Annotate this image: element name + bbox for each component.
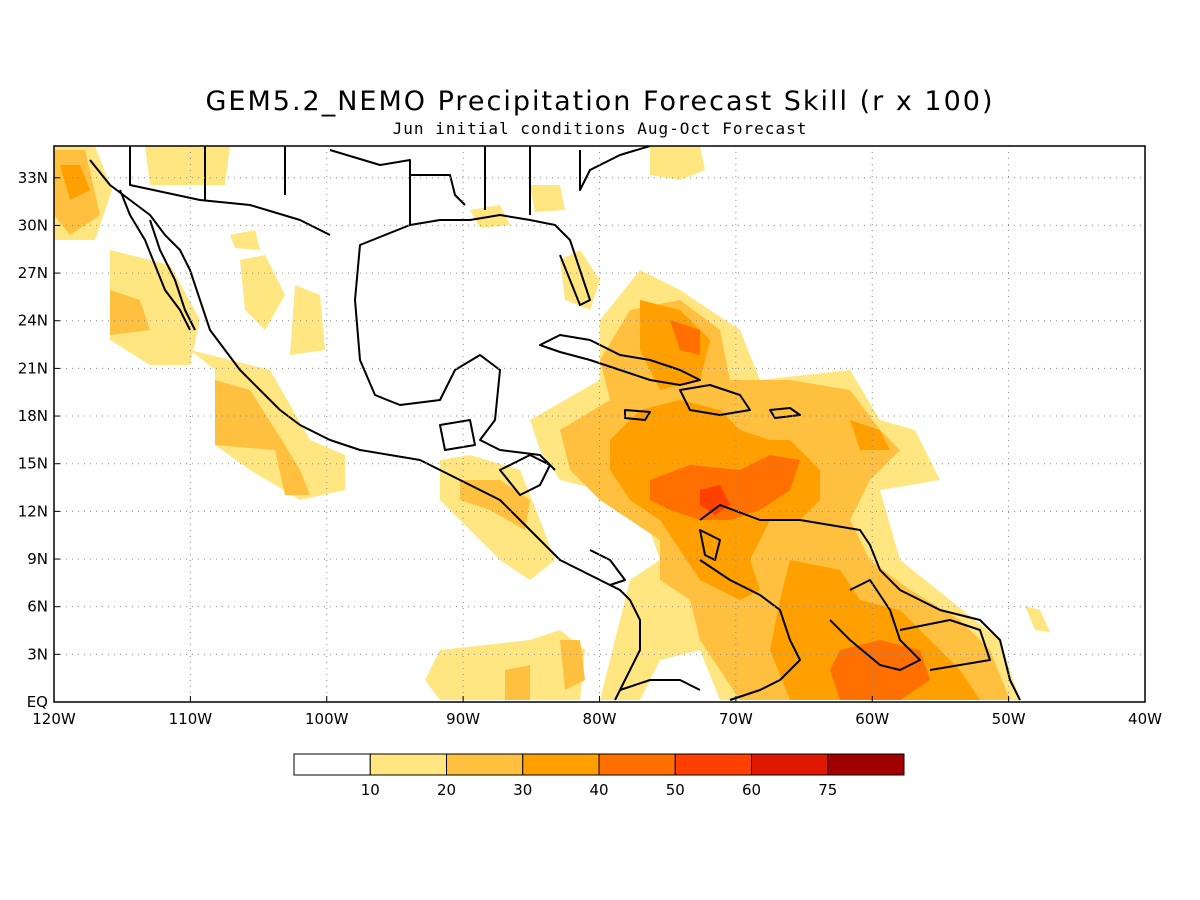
y-tick-label: 9N bbox=[27, 550, 48, 568]
y-tick-label: 30N bbox=[18, 216, 48, 234]
legend-label: 60 bbox=[742, 781, 761, 799]
x-tick-label: 100W bbox=[305, 710, 349, 728]
legend-label: 50 bbox=[666, 781, 685, 799]
legend-swatch bbox=[598, 753, 676, 776]
legend-swatch bbox=[293, 753, 371, 776]
x-tick-label: 60W bbox=[855, 710, 889, 728]
y-tick-label: 6N bbox=[27, 598, 48, 616]
x-tick-label: 120W bbox=[32, 710, 76, 728]
x-tick-label: 70W bbox=[719, 710, 753, 728]
y-tick-label: 27N bbox=[18, 264, 48, 282]
x-tick-label: 90W bbox=[446, 710, 480, 728]
y-tick-label: 21N bbox=[18, 359, 48, 377]
legend-label: 40 bbox=[589, 781, 608, 799]
x-axis: 120W 110W 100W 90W 80W 70W 60W 50W 40W bbox=[32, 696, 1162, 728]
y-tick-label: 18N bbox=[18, 407, 48, 425]
skill-shading bbox=[54, 146, 1050, 700]
legend-swatch bbox=[751, 753, 829, 776]
y-tick-label: 15N bbox=[18, 455, 48, 473]
y-axis: EQ 3N 6N 9N 12N 15N 18N 21N 24N 27N 30N 33N bbox=[18, 169, 60, 711]
coastlines bbox=[89, 146, 1021, 701]
x-tick-label: 80W bbox=[583, 710, 617, 728]
skill-band-50-60 bbox=[700, 485, 730, 515]
legend-swatch bbox=[827, 753, 905, 776]
y-tick-label: EQ bbox=[27, 693, 48, 711]
y-tick-label: 33N bbox=[18, 169, 48, 187]
color-bar-legend: 10 20 30 40 50 60 75 bbox=[293, 753, 905, 799]
y-tick-label: 24N bbox=[18, 312, 48, 330]
legend-swatch bbox=[369, 753, 447, 776]
skill-band-40-50 bbox=[650, 320, 930, 700]
y-tick-label: 12N bbox=[18, 502, 48, 520]
legend-label: 30 bbox=[513, 781, 532, 799]
legend-swatch bbox=[522, 753, 600, 776]
legend-label: 75 bbox=[818, 781, 837, 799]
legend-swatch bbox=[446, 753, 524, 776]
legend-label: 20 bbox=[437, 781, 456, 799]
legend-swatch bbox=[674, 753, 752, 776]
x-tick-label: 110W bbox=[169, 710, 213, 728]
x-tick-label: 50W bbox=[992, 710, 1026, 728]
y-tick-label: 3N bbox=[27, 645, 48, 663]
x-tick-label: 40W bbox=[1128, 710, 1162, 728]
map-subtitle: Jun initial conditions Aug-Oct Forecast bbox=[392, 119, 808, 138]
legend-label: 10 bbox=[361, 781, 380, 799]
map-title: GEM5.2_NEMO Precipitation Forecast Skill… bbox=[205, 86, 995, 117]
